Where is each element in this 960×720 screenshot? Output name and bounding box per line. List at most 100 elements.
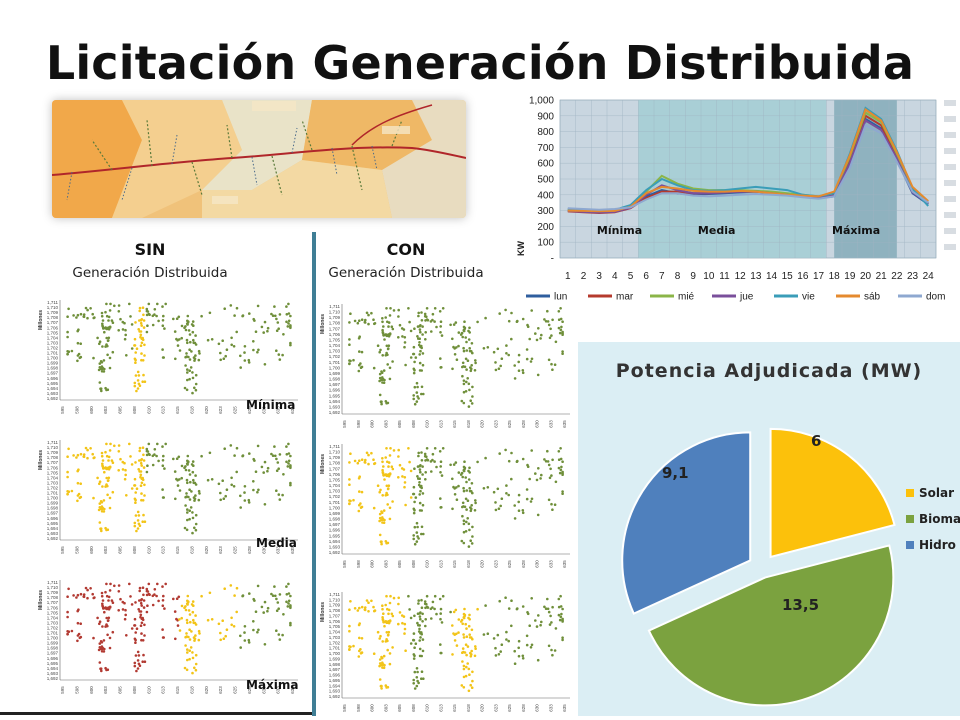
network-node: [188, 348, 191, 351]
network-node: [462, 636, 466, 639]
network-node: [505, 492, 508, 495]
network-node: [462, 469, 466, 473]
network-node: [360, 458, 364, 461]
network-node: [194, 382, 198, 386]
network-node: [559, 605, 563, 608]
network-node: [287, 602, 290, 605]
network-node: [197, 358, 201, 362]
network-node: [348, 483, 351, 486]
network-node: [108, 636, 112, 640]
network-node: [106, 327, 109, 330]
network-node: [420, 385, 424, 389]
series-line-dom: [567, 123, 929, 211]
network-node: [175, 317, 179, 320]
pie-label-hidro: 9,1: [662, 464, 689, 482]
panel-y-tick: 1,704: [329, 630, 341, 635]
network-node: [66, 490, 69, 493]
network-node: [517, 360, 520, 364]
network-node: [438, 310, 442, 313]
network-node: [151, 603, 155, 607]
network-node: [117, 310, 121, 313]
network-node: [386, 363, 389, 366]
network-node: [413, 508, 416, 512]
network-node: [379, 634, 382, 638]
network-node: [420, 631, 423, 634]
network-node: [263, 503, 267, 506]
network-node: [381, 607, 384, 611]
network-node: [551, 653, 554, 657]
panel-x-tick: 623: [218, 406, 223, 414]
network-node: [403, 476, 407, 479]
network-node: [381, 381, 384, 384]
network-node: [107, 616, 111, 620]
legend-label-hidro: Hidro: [919, 538, 956, 552]
network-node: [289, 454, 292, 458]
network-node: [470, 504, 473, 507]
network-node: [465, 520, 468, 524]
network-node: [372, 652, 376, 655]
network-node: [117, 609, 120, 612]
network-node: [416, 525, 419, 529]
network-node: [412, 371, 416, 375]
network-node: [194, 334, 197, 337]
legend-label-mar: mar: [616, 292, 634, 303]
network-node: [194, 522, 198, 526]
network-node: [92, 496, 95, 500]
network-node: [84, 586, 88, 590]
network-node: [551, 368, 554, 371]
network-node: [78, 356, 82, 360]
network-node: [142, 599, 146, 602]
network-node: [550, 621, 553, 624]
network-node: [136, 527, 140, 530]
network-node: [66, 470, 69, 474]
panel-x-tick: 620: [480, 560, 485, 568]
network-node: [364, 606, 367, 609]
panel-y-tick: 1,708: [329, 461, 341, 466]
network-node: [529, 360, 533, 363]
network-node: [352, 644, 355, 648]
network-node: [100, 370, 104, 373]
network-node: [289, 314, 292, 318]
network-node: [560, 612, 563, 616]
network-node: [420, 598, 423, 602]
network-node: [561, 492, 564, 495]
network-node: [84, 306, 88, 310]
network-node: [256, 350, 259, 354]
y-tick-label: 300: [537, 206, 554, 217]
network-node: [130, 627, 134, 630]
panel-x-tick: 633: [276, 686, 281, 694]
network-node: [387, 484, 391, 487]
sin-heading: SIN Generación Distribuida: [60, 240, 240, 281]
panel-x-tick: 628: [521, 560, 526, 568]
network-node: [546, 597, 549, 601]
network-node: [72, 594, 75, 597]
network-node: [424, 471, 427, 474]
panel-y-tick: 1,696: [47, 376, 59, 381]
panel-y-label: Millones: [320, 314, 326, 334]
panel-y-tick: 1,708: [47, 455, 59, 460]
network-node: [386, 634, 390, 637]
network-node: [289, 606, 292, 610]
network-node: [66, 335, 69, 339]
network-node: [139, 601, 143, 605]
network-node: [184, 364, 187, 367]
network-node: [117, 444, 121, 447]
network-node: [367, 322, 370, 326]
network-node: [243, 351, 246, 354]
panel-x-tick: 595: [342, 560, 347, 568]
network-node: [176, 624, 180, 627]
network-node: [382, 473, 385, 477]
network-node: [557, 613, 561, 617]
network-node: [178, 338, 181, 341]
network-node: [365, 599, 369, 602]
network-node: [470, 490, 473, 493]
network-node: [287, 442, 290, 446]
network-node: [191, 460, 195, 463]
panel-y-tick: 1,697: [329, 667, 341, 672]
network-node: [413, 542, 417, 546]
network-node: [535, 338, 539, 342]
network-node: [99, 387, 102, 390]
network-node: [254, 330, 258, 333]
network-node: [225, 488, 229, 491]
network-node: [435, 325, 438, 329]
